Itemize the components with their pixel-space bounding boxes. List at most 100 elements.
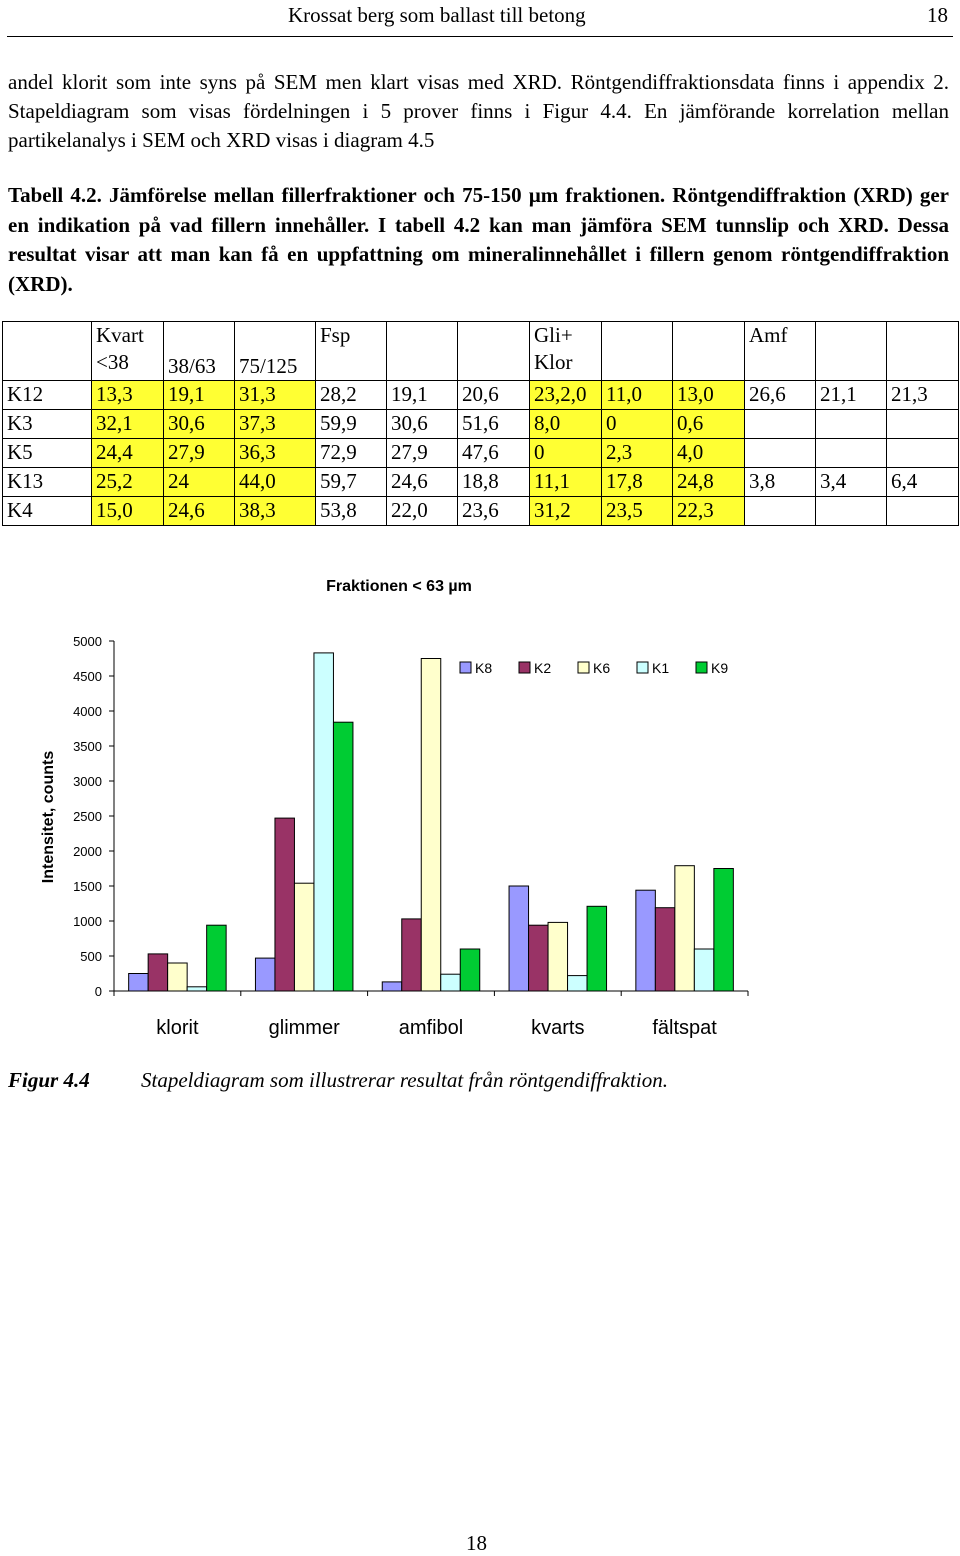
legend-swatch-k9: [695, 661, 708, 674]
chart-title: Fraktionen < 63 µm: [326, 578, 472, 595]
sample-label: K12: [2, 380, 92, 410]
table-cell: 59,9: [315, 409, 387, 439]
table-header-cell: [2, 321, 92, 381]
table-cell: 18,8: [457, 467, 530, 497]
figure-number: Figur 4.4: [8, 1068, 90, 1092]
table-cell: 53,8: [315, 496, 387, 526]
table-cell: 3,8: [744, 467, 816, 497]
table-cell: 8,0: [529, 409, 602, 439]
intro-paragraph: andel klorit som inte syns på SEM men kl…: [8, 70, 949, 152]
bar-k9-fältspat: [713, 868, 734, 992]
table-cell: 0: [601, 409, 673, 439]
table-cell: 36,3: [234, 438, 316, 468]
table-cell: 27,9: [163, 438, 235, 468]
table-row: K13 25,2 24 44,0 59,7 24,6 18,8 11,1 17,8 24,8 3,8…: [2, 467, 959, 497]
y-tick-label: 4000: [73, 704, 102, 719]
table-cell: 0,6: [672, 409, 745, 439]
table-cell: 20,6: [457, 380, 530, 410]
table-cell: 19,1: [386, 380, 458, 410]
bar-k6-klorit: [167, 962, 188, 992]
table-cell: 15,0: [91, 496, 164, 526]
table-cell: 30,6: [386, 409, 458, 439]
table-cell: 28,2: [315, 380, 387, 410]
y-tick-label: 500: [80, 949, 102, 964]
bar-k8-glimmer: [254, 957, 276, 992]
x-category-label: fältspat: [652, 1017, 717, 1039]
table-caption: Tabell 4.2. Jämförelse mellan fillerfrak…: [8, 183, 949, 296]
table-cell: 24,6: [386, 467, 458, 497]
y-tick-label: 4500: [73, 669, 102, 684]
bar-k2-glimmer: [274, 817, 295, 992]
table-cell: 23,2,0: [529, 380, 602, 410]
bar-k1-glimmer: [313, 652, 334, 992]
table-cell: 26,6: [744, 380, 816, 410]
bar-k1-amfibol: [440, 973, 461, 992]
table-cell: 51,6: [457, 409, 530, 439]
sample-label: K5: [2, 438, 92, 468]
table-header-cell: [457, 321, 530, 381]
bar-k8-fältspat: [635, 889, 656, 992]
y-tick-label: 5000: [73, 634, 102, 649]
table-header-cell: [672, 321, 745, 381]
bar-k6-fältspat: [674, 865, 695, 992]
table-cell: 23,6: [457, 496, 530, 526]
table-cell: 22,0: [386, 496, 458, 526]
table-header-cell: [886, 321, 959, 381]
table-cell: [744, 496, 816, 526]
legend-label-k6: K6: [593, 660, 610, 676]
table-cell: 21,1: [815, 380, 887, 410]
table-cell: [744, 409, 816, 439]
y-tick-label: 1000: [73, 914, 102, 929]
table-header-cell: Kvart <38: [91, 321, 164, 381]
table-cell: 3,4: [815, 467, 887, 497]
x-category-label: amfibol: [399, 1017, 463, 1039]
table-header-cell: 75/125: [234, 321, 316, 381]
bar-k2-klorit: [147, 953, 169, 992]
sample-label: K13: [2, 467, 92, 497]
table-cell: 24: [163, 467, 235, 497]
table-cell: [815, 438, 887, 468]
header-rule: [7, 36, 953, 37]
page-header: Krossat berg som ballast till betong 18: [0, 0, 960, 40]
bar-k2-fältspat: [654, 907, 676, 992]
table-cell: 24,8: [672, 467, 745, 497]
legend-label-k9: K9: [711, 660, 728, 676]
comparison-table: Kvart <38 38/63 75/125 Fsp Gli+ Klor Amf K12 13…: [2, 321, 959, 526]
y-tick-label: 3000: [73, 774, 102, 789]
table-cell: 59,7: [315, 467, 387, 497]
bar-k8-klorit: [128, 973, 149, 992]
table-cell: 13,3: [91, 380, 164, 410]
table-cell: 24,6: [163, 496, 235, 526]
table-cell: 27,9: [386, 438, 458, 468]
table-cell: [886, 409, 959, 439]
bar-k1-kvarts: [567, 975, 588, 992]
bar-k9-klorit: [206, 924, 227, 992]
table-header-cell: 38/63: [163, 321, 235, 381]
table-row: K4 15,0 24,6 38,3 53,8 22,0 23,6 31,2 23,5 22,3: [2, 496, 959, 526]
legend-swatch-k8: [459, 661, 472, 674]
table-cell: [815, 409, 887, 439]
table-cell: 19,1: [163, 380, 235, 410]
table-cell: 72,9: [315, 438, 387, 468]
table-cell: 11,0: [601, 380, 673, 410]
table-cell: 17,8: [601, 467, 673, 497]
table-header-cell: Fsp: [315, 321, 387, 381]
table-cell: [886, 438, 959, 468]
table-cell: 47,6: [457, 438, 530, 468]
bar-k9-glimmer: [332, 721, 354, 992]
figure-caption: Stapeldiagram som illustrerar resultat f…: [141, 1068, 668, 1092]
table-cell: 31,3: [234, 380, 316, 410]
bar-chart: Fraktionen < 63 µm Intensitet, counts 0 5…: [40, 578, 749, 1039]
table-cell: 23,5: [601, 496, 673, 526]
table-cell: 38,3: [234, 496, 316, 526]
table-cell: 24,4: [91, 438, 164, 468]
bar-k8-kvarts: [508, 885, 530, 992]
legend-label-k2: K2: [534, 660, 551, 676]
bar-k6-glimmer: [293, 882, 315, 992]
table-header-row: Kvart <38 38/63 75/125 Fsp Gli+ Klor Amf: [2, 321, 959, 381]
sample-label: K4: [2, 496, 92, 526]
bar-k1-klorit: [186, 986, 208, 992]
table-cell: 31,2: [529, 496, 602, 526]
table-cell: 2,3: [601, 438, 673, 468]
y-tick-label: 1500: [73, 879, 102, 894]
